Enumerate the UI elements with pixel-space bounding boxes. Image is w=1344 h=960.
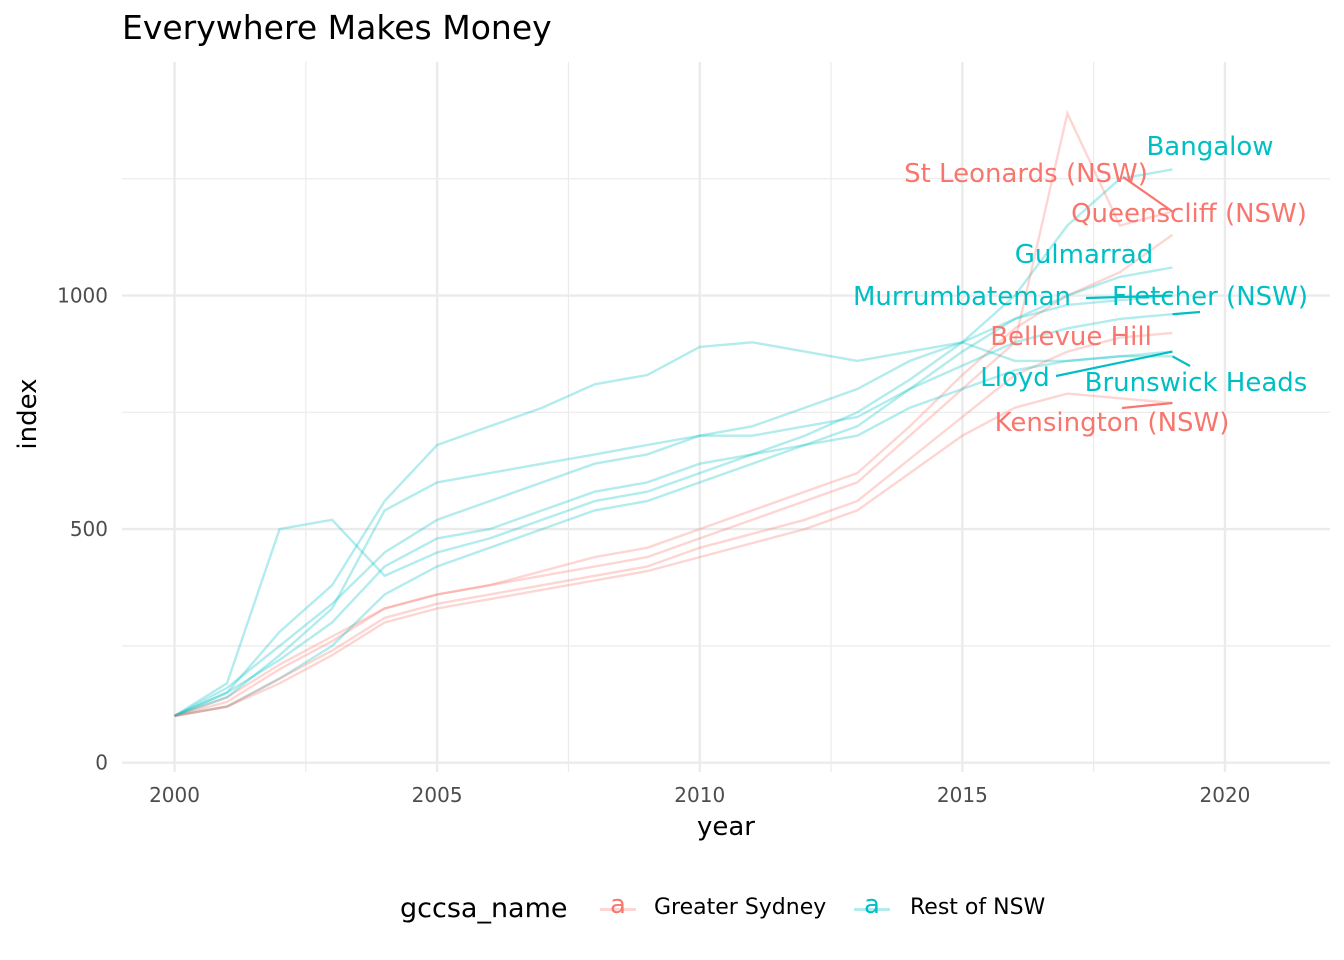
- x-tick-label: 2005: [412, 783, 463, 807]
- series-line-bangalow: [174, 168, 1173, 717]
- series-label-queenscliff-nsw: Queenscliff (NSW): [1071, 199, 1307, 229]
- tick-labels: 2000 2005 2010 2015 2020 0 500 1000: [57, 284, 1250, 807]
- series-label-bellevue-hill: Bellevue Hill: [990, 322, 1152, 352]
- series-line-kensington-nsw: [174, 392, 1173, 718]
- label-connector-lloyd: [1055, 350, 1173, 378]
- x-axis-title: year: [697, 812, 755, 842]
- y-tick-label: 1000: [57, 284, 108, 308]
- legend: gccsa_name a Greater Sydney a Rest of NS…: [0, 885, 1344, 933]
- y-tick-label: 500: [70, 517, 108, 541]
- series-label-kensington-nsw: Kensington (NSW): [995, 408, 1230, 438]
- series-line-bellevue-hill: [174, 331, 1173, 718]
- legend-key-line: [854, 908, 890, 911]
- label-connector-brunswick-heads: [1171, 355, 1191, 367]
- legend-label-rest-of-nsw: Rest of NSW: [910, 895, 1046, 920]
- x-tick-label: 2010: [674, 783, 725, 807]
- legend-key-glyph: a: [864, 890, 880, 920]
- series-line-brunswick-heads: [174, 341, 1173, 717]
- series-label-gulmarrad: Gulmarrad: [1015, 240, 1153, 270]
- series-label-bangalow: Bangalow: [1146, 132, 1273, 162]
- y-axis-title: index: [13, 378, 43, 449]
- series-lines: [173, 109, 1174, 718]
- series-label-murrumbateman: Murrumbateman: [853, 282, 1071, 312]
- series-line-murrumbateman: [173, 294, 1173, 717]
- y-tick-label: 0: [95, 751, 108, 775]
- label-connector-st-leonards-nsw: [1122, 176, 1174, 213]
- series-line-fletcher-nsw: [174, 313, 1173, 718]
- series-label-brunswick-heads: Brunswick Heads: [1085, 368, 1308, 398]
- series-label-lloyd: Lloyd: [980, 363, 1050, 393]
- chart-title: Everywhere Makes Money: [122, 8, 552, 47]
- label-connectors: [1055, 176, 1201, 410]
- series-line-st-leonards-nsw: [174, 109, 1173, 718]
- x-tick-label: 2020: [1200, 783, 1251, 807]
- x-tick-label: 2000: [149, 783, 200, 807]
- grid: [122, 62, 1330, 772]
- label-connector-murrumbateman: [1085, 294, 1173, 300]
- legend-key-rest-of-nsw: a: [852, 885, 892, 933]
- series-line-queenscliff-nsw: [174, 233, 1174, 718]
- legend-title: gccsa_name: [400, 893, 568, 924]
- series-line-lloyd: [173, 350, 1173, 717]
- legend-key-line: [600, 908, 636, 911]
- label-connector-fletcher-nsw: [1172, 310, 1201, 316]
- label-connector-kensington-nsw: [1121, 401, 1173, 410]
- legend-key-greater-sydney: a: [598, 885, 638, 933]
- legend-label-greater-sydney: Greater Sydney: [654, 895, 827, 920]
- x-tick-label: 2015: [937, 783, 988, 807]
- series-label-fletcher-nsw: Fletcher (NSW): [1112, 282, 1308, 312]
- legend-key-glyph: a: [610, 890, 626, 920]
- series-line-gulmarrad: [174, 266, 1173, 718]
- series-label-st-leonards-nsw: St Leonards (NSW): [904, 159, 1148, 189]
